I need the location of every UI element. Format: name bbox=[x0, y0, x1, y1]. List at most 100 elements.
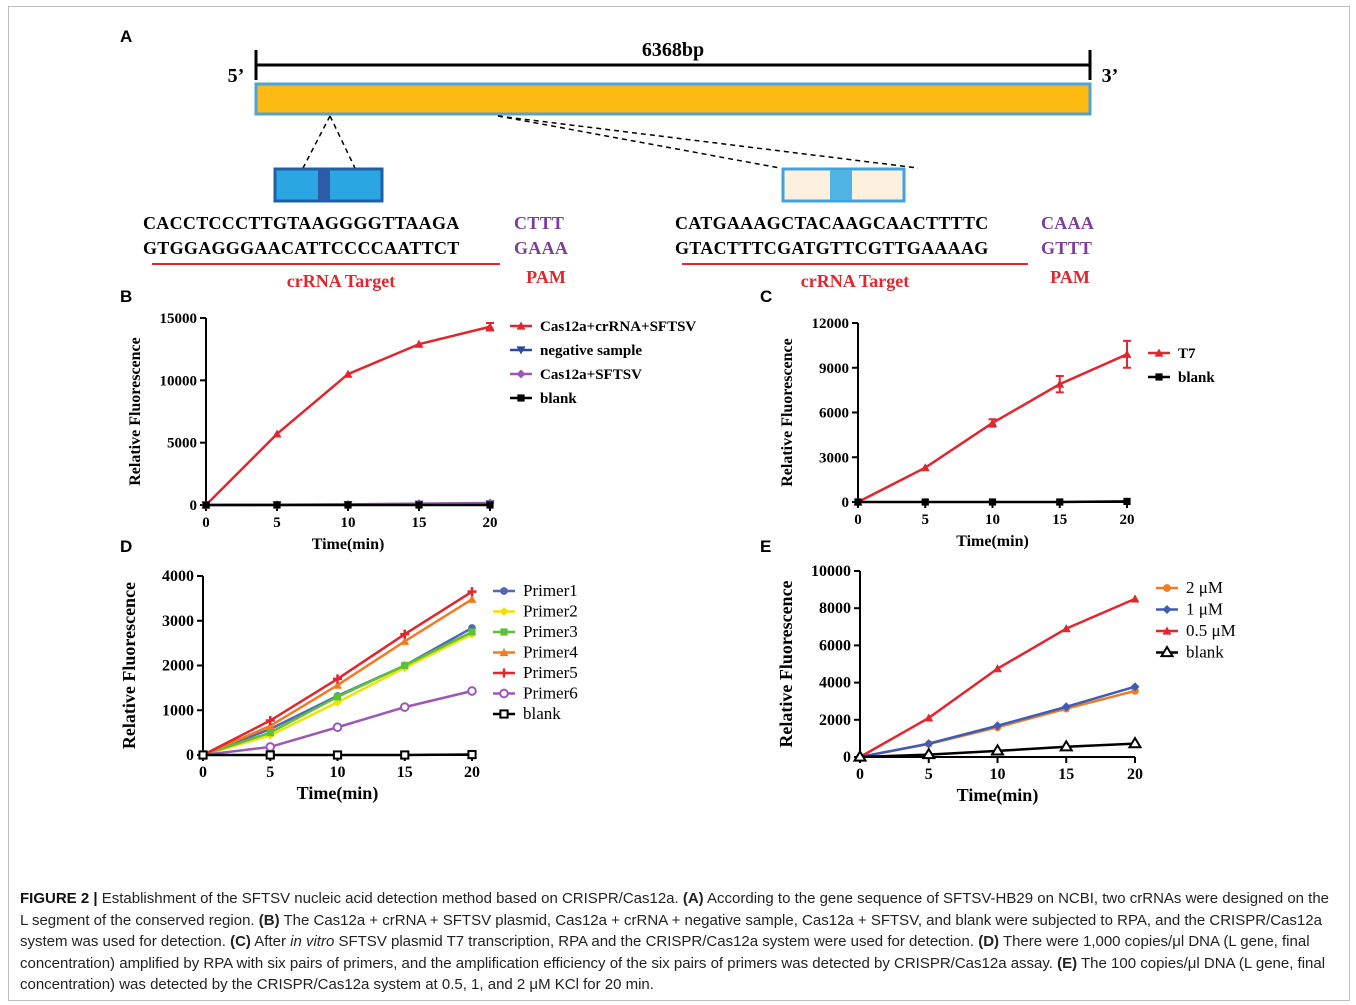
chart-c-y-tick-label: 0 bbox=[842, 495, 850, 511]
chart-c-y-tick-label: 12000 bbox=[812, 316, 850, 332]
chart-b-data-point bbox=[343, 369, 353, 378]
chart-c-y-tick-label: 6000 bbox=[819, 406, 849, 422]
chart-b-x-tick-label: 15 bbox=[412, 515, 427, 531]
chart-d-data-point bbox=[467, 587, 477, 597]
chart-e-x-label: Time(min) bbox=[957, 785, 1039, 806]
chart-e-legend-label: 2 μM bbox=[1186, 578, 1223, 597]
chart-e-data-point bbox=[1058, 739, 1074, 752]
chart-d-y-tick-label: 4000 bbox=[162, 568, 194, 585]
chart-e-data-point bbox=[924, 713, 934, 722]
chart-d-data-point bbox=[400, 636, 410, 645]
panel-d-letter: D bbox=[120, 537, 132, 556]
figure-caption: FIGURE 2 | Establishment of the SFTSV nu… bbox=[20, 888, 1338, 996]
length-label: 6368bp bbox=[642, 39, 704, 61]
chart-e-x-tick-label: 20 bbox=[1127, 766, 1143, 783]
chart-e-data-point bbox=[1130, 594, 1140, 603]
chart-e-y-tick-label: 2000 bbox=[819, 712, 851, 729]
chart-b-legend-marker bbox=[517, 394, 525, 402]
caption-b-label: (B) bbox=[258, 911, 280, 929]
chart-e-data-point bbox=[990, 743, 1005, 756]
chart-b-data-point bbox=[273, 501, 281, 509]
chart-e-x-tick-label: 5 bbox=[925, 766, 933, 783]
chart-b-error-bar bbox=[486, 321, 494, 332]
chart-d-y-tick-label: 3000 bbox=[162, 613, 194, 630]
chart-e-legend-marker bbox=[1159, 645, 1175, 658]
chart-b-legend-label: negative sample bbox=[540, 343, 642, 359]
pam-left-bottom: GAAA bbox=[514, 238, 568, 258]
chart-e-y-tick-label: 10000 bbox=[811, 563, 851, 580]
chart-b-series-line bbox=[205, 325, 491, 506]
chart-d-data-point bbox=[400, 750, 410, 760]
chart-e-data-point bbox=[993, 721, 1002, 731]
chart-d-legend-label: Primer6 bbox=[523, 684, 578, 703]
chart-d-data-point bbox=[467, 594, 477, 603]
connector-right-a bbox=[497, 115, 781, 169]
caption-b-text: The Cas12a + crRNA + SFTSV plasmid, Cas1… bbox=[20, 911, 1322, 951]
chart-b-data-point bbox=[344, 501, 352, 509]
chart-b-x-tick-label: 10 bbox=[341, 515, 356, 531]
crrna-box-left-center bbox=[318, 170, 330, 200]
chart-b-y-tick-label: 10000 bbox=[160, 373, 198, 389]
chart-b-y-tick-label: 0 bbox=[190, 498, 198, 514]
chart-e-x-tick-label: 0 bbox=[856, 766, 864, 783]
chart-d-legend-marker bbox=[499, 688, 509, 699]
caption-a-text: According to the gene sequence of SFTSV-… bbox=[20, 890, 1330, 929]
chart-e-data-point bbox=[1127, 736, 1143, 749]
chart-e: 0 2000 4000 6000 8000 10000 0 5 10 15 20 Time(min) R… bbox=[776, 563, 1236, 806]
panel-c-letter: C bbox=[760, 287, 772, 306]
chart-e-x-tick-label: 15 bbox=[1058, 766, 1074, 783]
chart-d-data-point bbox=[265, 721, 275, 730]
chart-b-x-tick-label: 20 bbox=[483, 515, 498, 531]
chart-d-data-point bbox=[265, 716, 275, 726]
pam-right-bottom: GTTT bbox=[1041, 238, 1092, 258]
chart-c-legend-label: blank bbox=[1178, 370, 1215, 386]
chart-d-legend-label: Primer2 bbox=[523, 602, 578, 621]
five-prime-label: 5’ bbox=[228, 65, 245, 87]
chart-e-data-point bbox=[1130, 682, 1140, 692]
chart-d-y-label: Relative Fluorescence bbox=[119, 582, 139, 749]
chart-d-legend-marker bbox=[500, 628, 508, 636]
chart-d-data-point bbox=[265, 750, 275, 760]
chart-d-data-point bbox=[265, 742, 276, 752]
chart-e-legend-marker bbox=[1162, 605, 1172, 614]
chart-d-legend-label: Primer4 bbox=[523, 643, 578, 662]
chart-e-x-tick-label: 10 bbox=[990, 766, 1006, 783]
chart-d-legend-label: blank bbox=[523, 704, 561, 723]
chart-d-data-point bbox=[400, 629, 410, 639]
chart-d-data-point bbox=[468, 628, 476, 636]
caption-figure-label: FIGURE 2 | bbox=[20, 890, 98, 907]
chart-e-data-point bbox=[1061, 624, 1071, 633]
chart-d-legend-marker bbox=[499, 709, 509, 719]
pam-left-top: CTTT bbox=[514, 213, 564, 233]
chart-e-series-line bbox=[859, 597, 1136, 759]
chart-c-data-point bbox=[988, 498, 997, 506]
chart-b-x-label: Time(min) bbox=[312, 536, 385, 553]
chart-c-error-bar bbox=[1123, 339, 1131, 369]
chart-d-data-point bbox=[401, 661, 409, 670]
chart-b-data-point bbox=[272, 429, 282, 438]
chart-d-data-point bbox=[333, 680, 342, 689]
chart-d-y-tick-label: 2000 bbox=[162, 658, 194, 675]
chart-b-legend-marker bbox=[516, 321, 526, 330]
chart-c-data-point bbox=[854, 498, 862, 506]
chart-d-data-point bbox=[198, 750, 208, 760]
crrna-box-right-center bbox=[830, 170, 852, 200]
chart-b-data-point bbox=[414, 339, 424, 348]
caption-a-label: (A) bbox=[682, 890, 704, 907]
connector-right-b bbox=[497, 115, 919, 169]
chart-c-data-point bbox=[920, 463, 930, 472]
chart-b-data-point bbox=[415, 501, 423, 509]
chart-c-x-tick-label: 10 bbox=[985, 512, 1000, 528]
chart-c-data-point bbox=[1056, 498, 1064, 506]
chart-b-y-tick-label: 5000 bbox=[167, 436, 197, 452]
figure-frame bbox=[8, 6, 1350, 1001]
chart-b-legend-marker bbox=[516, 346, 526, 355]
chart-d: 0 1000 2000 3000 4000 0 5 10 15 20 Time(min) Relati… bbox=[119, 568, 578, 804]
chart-d-x-tick-label: 0 bbox=[199, 764, 207, 781]
chart-e-legend-label: blank bbox=[1186, 643, 1224, 662]
chart-d-data-point bbox=[266, 729, 274, 737]
chart-d-data-point bbox=[399, 702, 410, 712]
chart-b-legend-marker bbox=[516, 369, 526, 379]
chart-d-legend-marker bbox=[499, 648, 509, 657]
